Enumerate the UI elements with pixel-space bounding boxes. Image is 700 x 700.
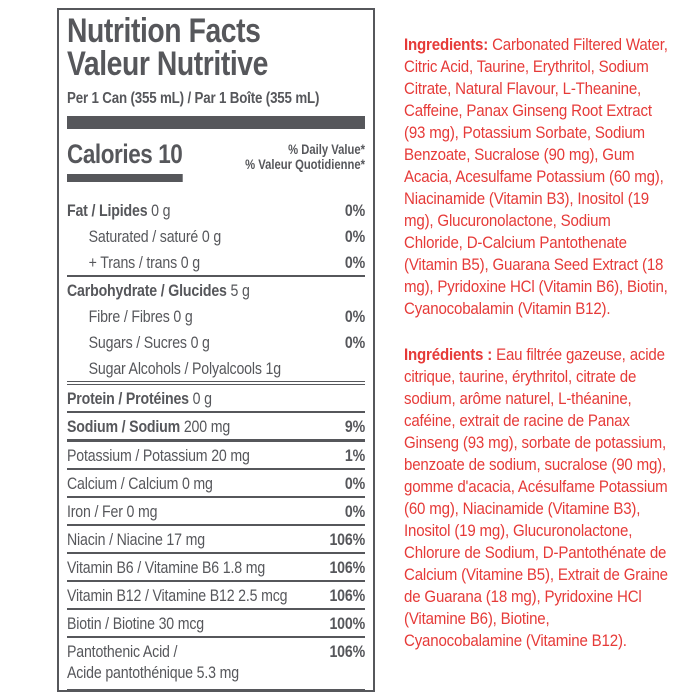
daily-value-heading-fr: % Valeur Quotidienne* bbox=[245, 157, 365, 172]
nutrient-row: Calcium / Calcium 0 mg 0% bbox=[67, 468, 365, 496]
nutrient-daily-value: 0% bbox=[344, 307, 365, 326]
nutrition-facts-panel: Nutrition Facts Valeur Nutritive Per 1 C… bbox=[57, 8, 375, 692]
daily-value-heading-en: % Daily Value* bbox=[288, 142, 365, 157]
nutrient-name: Sugar Alcohols / Polyalcools 1g bbox=[88, 359, 281, 378]
panel-title-fr: Valeur Nutritive bbox=[67, 45, 268, 83]
nutrient-daily-value: 106% bbox=[329, 530, 365, 549]
nutrient-name: Fibre / Fibres 0 g bbox=[88, 307, 193, 326]
nutrient-name: + Trans / trans 0 g bbox=[88, 253, 200, 272]
nutrient-name: Biotin / Biotine 30 mcg bbox=[67, 614, 204, 633]
nutrient-name: Sodium / Sodium 200 mg bbox=[67, 417, 231, 436]
nutrient-row: + Trans / trans 0 g 0% bbox=[67, 249, 366, 275]
nutrient-daily-value: 100% bbox=[329, 614, 365, 633]
nutrient-name: Vitamin B6 / Vitamine B6 1.8 mg bbox=[67, 558, 266, 577]
panel-title-en: Nutrition Facts bbox=[67, 12, 261, 50]
nutrient-row: Potassium / Potassium 20 mg 1% bbox=[67, 439, 365, 468]
nutrient-daily-value: 106% bbox=[329, 558, 365, 577]
daily-value-heading: % Daily Value* % Valeur Quotidienne* bbox=[245, 139, 365, 172]
divider-bar-top bbox=[67, 116, 365, 129]
nutrient-name: Pantothenic Acid / Acide pantothénique 5.… bbox=[67, 642, 239, 682]
nutrient-name: Iron / Fer 0 mg bbox=[67, 502, 158, 521]
nutrient-name: Fat / Lipides 0 g bbox=[67, 201, 171, 220]
nutrient-daily-value: 0% bbox=[344, 201, 365, 220]
nutrient-row: Fat / Lipides 0 g 0% bbox=[67, 197, 365, 223]
nutrient-row: Pantothenic Acid / Acide pantothénique 5.… bbox=[67, 636, 365, 685]
nutrient-row: Fibre / Fibres 0 g 0% bbox=[67, 303, 366, 329]
nutrient-daily-value: 0% bbox=[344, 474, 365, 493]
nutrient-rows: Fat / Lipides 0 g 0% Saturated / saturé 0 … bbox=[67, 197, 365, 685]
nutrient-name: Vitamin B12 / Vitamine B12 2.5 mcg bbox=[67, 586, 288, 605]
nutrient-row: Iron / Fer 0 mg 0% bbox=[67, 496, 365, 524]
nutrient-row: Vitamin B6 / Vitamine B6 1.8 mg 106% bbox=[67, 552, 365, 580]
nutrient-daily-value: 106% bbox=[329, 586, 365, 605]
nutrient-name: Saturated / saturé 0 g bbox=[88, 227, 222, 246]
nutrient-name: Protein / Protéines 0 g bbox=[67, 389, 212, 408]
nutrient-row: Sugar Alcohols / Polyalcools 1g bbox=[67, 355, 365, 381]
nutrient-row: Saturated / saturé 0 g 0% bbox=[67, 223, 366, 249]
nutrient-name: Niacin / Niacine 17 mg bbox=[67, 530, 205, 549]
ingredients-label-en: Ingredients: bbox=[404, 35, 489, 54]
ingredients-content: Ingredients: Carbonated Filtered Water, … bbox=[404, 34, 670, 652]
ingredients-paragraph-fr: Ingrédients : Eau filtrée gazeuse, acide… bbox=[404, 344, 670, 652]
ingredients-text-en: Carbonated Filtered Water, Citric Acid, … bbox=[404, 35, 668, 318]
nutrient-name: Carbohydrate / Glucides 5 g bbox=[67, 281, 250, 300]
nutrient-row: Niacin / Niacine 17 mg 106% bbox=[67, 524, 365, 552]
nutrient-daily-value: 9% bbox=[344, 417, 365, 436]
nutrient-row: Vitamin B12 / Vitamine B12 2.5 mcg 106% bbox=[67, 580, 365, 608]
ingredients-label-fr: Ingrédients : bbox=[404, 345, 493, 364]
nutrient-name: Sugars / Sucres 0 g bbox=[88, 333, 210, 352]
nutrient-daily-value: 0% bbox=[344, 333, 365, 352]
nutrient-daily-value: 1% bbox=[344, 446, 365, 465]
ingredients-text-fr: Eau filtrée gazeuse, acide citrique, tau… bbox=[404, 345, 668, 650]
nutrient-daily-value: 106% bbox=[329, 642, 365, 661]
ingredients-paragraph-en: Ingredients: Carbonated Filtered Water, … bbox=[404, 34, 670, 320]
nutrient-name: Potassium / Potassium 20 mg bbox=[67, 446, 250, 465]
ingredients-column: Ingredients: Carbonated Filtered Water, … bbox=[404, 34, 700, 676]
nutrient-daily-value: 0% bbox=[344, 502, 365, 521]
calories-value: Calories 10 bbox=[67, 139, 183, 182]
calories-label: Calories bbox=[67, 139, 153, 169]
nutrient-row: Sodium / Sodium 200 mg 9% bbox=[67, 411, 365, 439]
nutrient-row: Protein / Protéines 0 g bbox=[67, 381, 365, 411]
nutrient-row: Carbohydrate / Glucides 5 g bbox=[67, 275, 365, 303]
nutrient-daily-value: 0% bbox=[344, 253, 365, 272]
calories-row: Calories 10 % Daily Value* % Valeur Quot… bbox=[67, 139, 365, 191]
nutrient-daily-value: 0% bbox=[344, 227, 365, 246]
calories-number: 10 bbox=[158, 139, 183, 169]
panel-content: Nutrition Facts Valeur Nutritive Per 1 C… bbox=[67, 12, 365, 690]
nutrient-name: Calcium / Calcium 0 mg bbox=[67, 474, 213, 493]
nutrient-row: Biotin / Biotine 30 mcg 100% bbox=[67, 608, 365, 636]
nutrient-row: Sugars / Sucres 0 g 0% bbox=[67, 329, 366, 355]
serving-size: Per 1 Can (355 mL) / Par 1 Boîte (355 mL… bbox=[67, 90, 320, 107]
divider-bar-bottom bbox=[67, 689, 365, 690]
